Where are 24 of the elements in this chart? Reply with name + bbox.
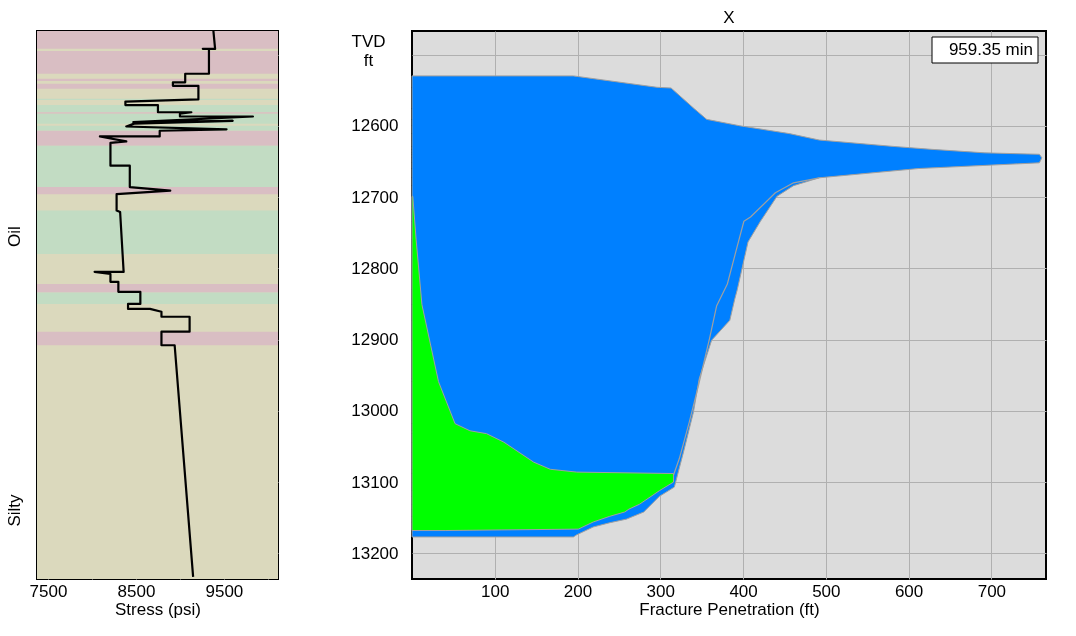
- y-tick-label: 13000: [351, 401, 399, 421]
- annotation: 959.35 min: [948, 40, 1033, 59]
- x-tick-label: 9500: [205, 581, 244, 601]
- x-tick-label: 300: [646, 581, 675, 601]
- x-tick-label: 100: [481, 581, 510, 601]
- y-axis-title: TVD ft: [351, 31, 386, 70]
- y-tick-label: 12700: [351, 187, 399, 207]
- x-tick-label: 200: [563, 581, 593, 601]
- text: Oil: [5, 226, 24, 247]
- x-tick-label: 7500: [29, 581, 68, 601]
- x-tick-label: 700: [977, 581, 1007, 601]
- x-tick-label: 8500: [117, 581, 156, 601]
- y-tick-label: 13200: [351, 543, 399, 563]
- chart-title: X: [723, 8, 735, 27]
- x-tick-label: 500: [812, 581, 841, 601]
- y-tick-label: 12800: [351, 258, 399, 278]
- x-tick-label: 600: [894, 581, 924, 601]
- y-tick-label: 12900: [351, 330, 399, 350]
- y-tick-label: 13100: [351, 472, 399, 492]
- x-tick-label: 400: [729, 581, 758, 601]
- y-tick-label: 12600: [351, 116, 399, 136]
- x-axis-title: Stress (psi): [115, 599, 201, 619]
- text: Silty: [5, 493, 24, 527]
- x-axis-title: Fracture Penetration (ft): [639, 599, 820, 619]
